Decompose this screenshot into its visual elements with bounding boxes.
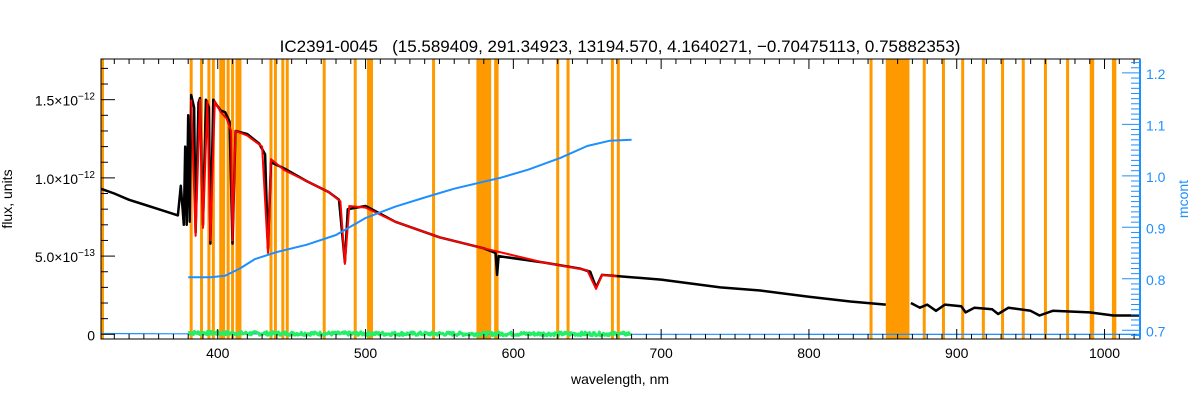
y2-tick-label: 1.2 (1146, 66, 1166, 82)
masked-band (269, 59, 273, 339)
masked-band (211, 59, 215, 339)
y-tick-exponent: −13 (78, 248, 95, 259)
series-lines (100, 93, 1140, 338)
x-axis: 400 500 600 700 800 900 1000 (113, 59, 1135, 361)
y2-tick-label: 0.8 (1146, 272, 1166, 288)
masked-band (1111, 59, 1117, 339)
chart-title: IC2391-0045 (15.589409, 291.34923, 13194… (280, 37, 961, 56)
x-tick-label: 500 (354, 345, 378, 361)
y-tick-mantissa: 0 (87, 327, 95, 343)
y-tick-label: 1.0×10−12 (35, 170, 96, 187)
masked-band (219, 59, 226, 339)
masked-bands (101, 59, 1117, 339)
masked-band (494, 59, 499, 339)
masked-band (1043, 59, 1047, 339)
y-tick-label: 0 (87, 327, 95, 343)
y2-tick-label: 0.7 (1146, 323, 1166, 339)
masked-band (235, 59, 239, 339)
masked-band (476, 59, 492, 339)
masked-band (369, 59, 373, 339)
y-tick-mantissa: 1.0×10 (35, 171, 78, 187)
masked-band (941, 59, 945, 339)
y-tick-exponent: −12 (78, 170, 95, 181)
y2-tick-label: 0.9 (1146, 220, 1166, 236)
masked-band (1066, 59, 1070, 339)
y-tick-exponent: −12 (78, 92, 95, 103)
masked-band (566, 59, 570, 339)
y-axis-left: 05.0×10−131.0×10−121.5×10−12 (35, 67, 115, 343)
y2-axis-label: mcont (1175, 180, 1191, 218)
masked-band (353, 59, 357, 339)
y-tick-label: 1.5×10−12 (35, 92, 96, 109)
masked-band (1001, 59, 1005, 339)
x-axis-label: wavelength, nm (570, 371, 669, 387)
y2-tick-label: 1.1 (1146, 117, 1166, 133)
x-tick-label: 1000 (1089, 345, 1120, 361)
x-tick-label: 400 (206, 345, 230, 361)
y-tick-mantissa: 1.5×10 (35, 93, 78, 109)
x-tick-label: 900 (945, 345, 969, 361)
series-continuum (188, 138, 632, 279)
masked-band (281, 59, 285, 339)
y-tick-label: 5.0×10−13 (35, 248, 96, 265)
y-axis-right: 0.7 0.8 0.9 1.0 1.1 1.2 (1122, 62, 1166, 339)
x-tick-label: 600 (502, 345, 526, 361)
masked-band (922, 59, 926, 339)
masked-band (322, 59, 326, 339)
masked-band (101, 59, 104, 339)
x-tick-label: 800 (797, 345, 821, 361)
masked-band (556, 59, 560, 339)
y2-tick-label: 1.0 (1146, 169, 1166, 185)
masked-band (610, 59, 614, 339)
masked-band (367, 59, 371, 339)
x-tick-label: 700 (649, 345, 673, 361)
masked-band (226, 59, 230, 339)
y-axis-label: flux, units (0, 169, 15, 228)
masked-band (1021, 59, 1025, 339)
masked-band (238, 59, 242, 339)
masked-band (1089, 59, 1095, 339)
masked-band (432, 59, 436, 339)
masked-band (616, 59, 620, 339)
masked-band (885, 59, 910, 339)
series-model-fit (190, 98, 617, 290)
y-tick-mantissa: 5.0×10 (35, 249, 78, 265)
masked-band (285, 59, 289, 339)
masked-band (961, 59, 965, 339)
masked-band (981, 59, 985, 339)
masked-band (273, 59, 277, 339)
masked-band (869, 59, 873, 339)
